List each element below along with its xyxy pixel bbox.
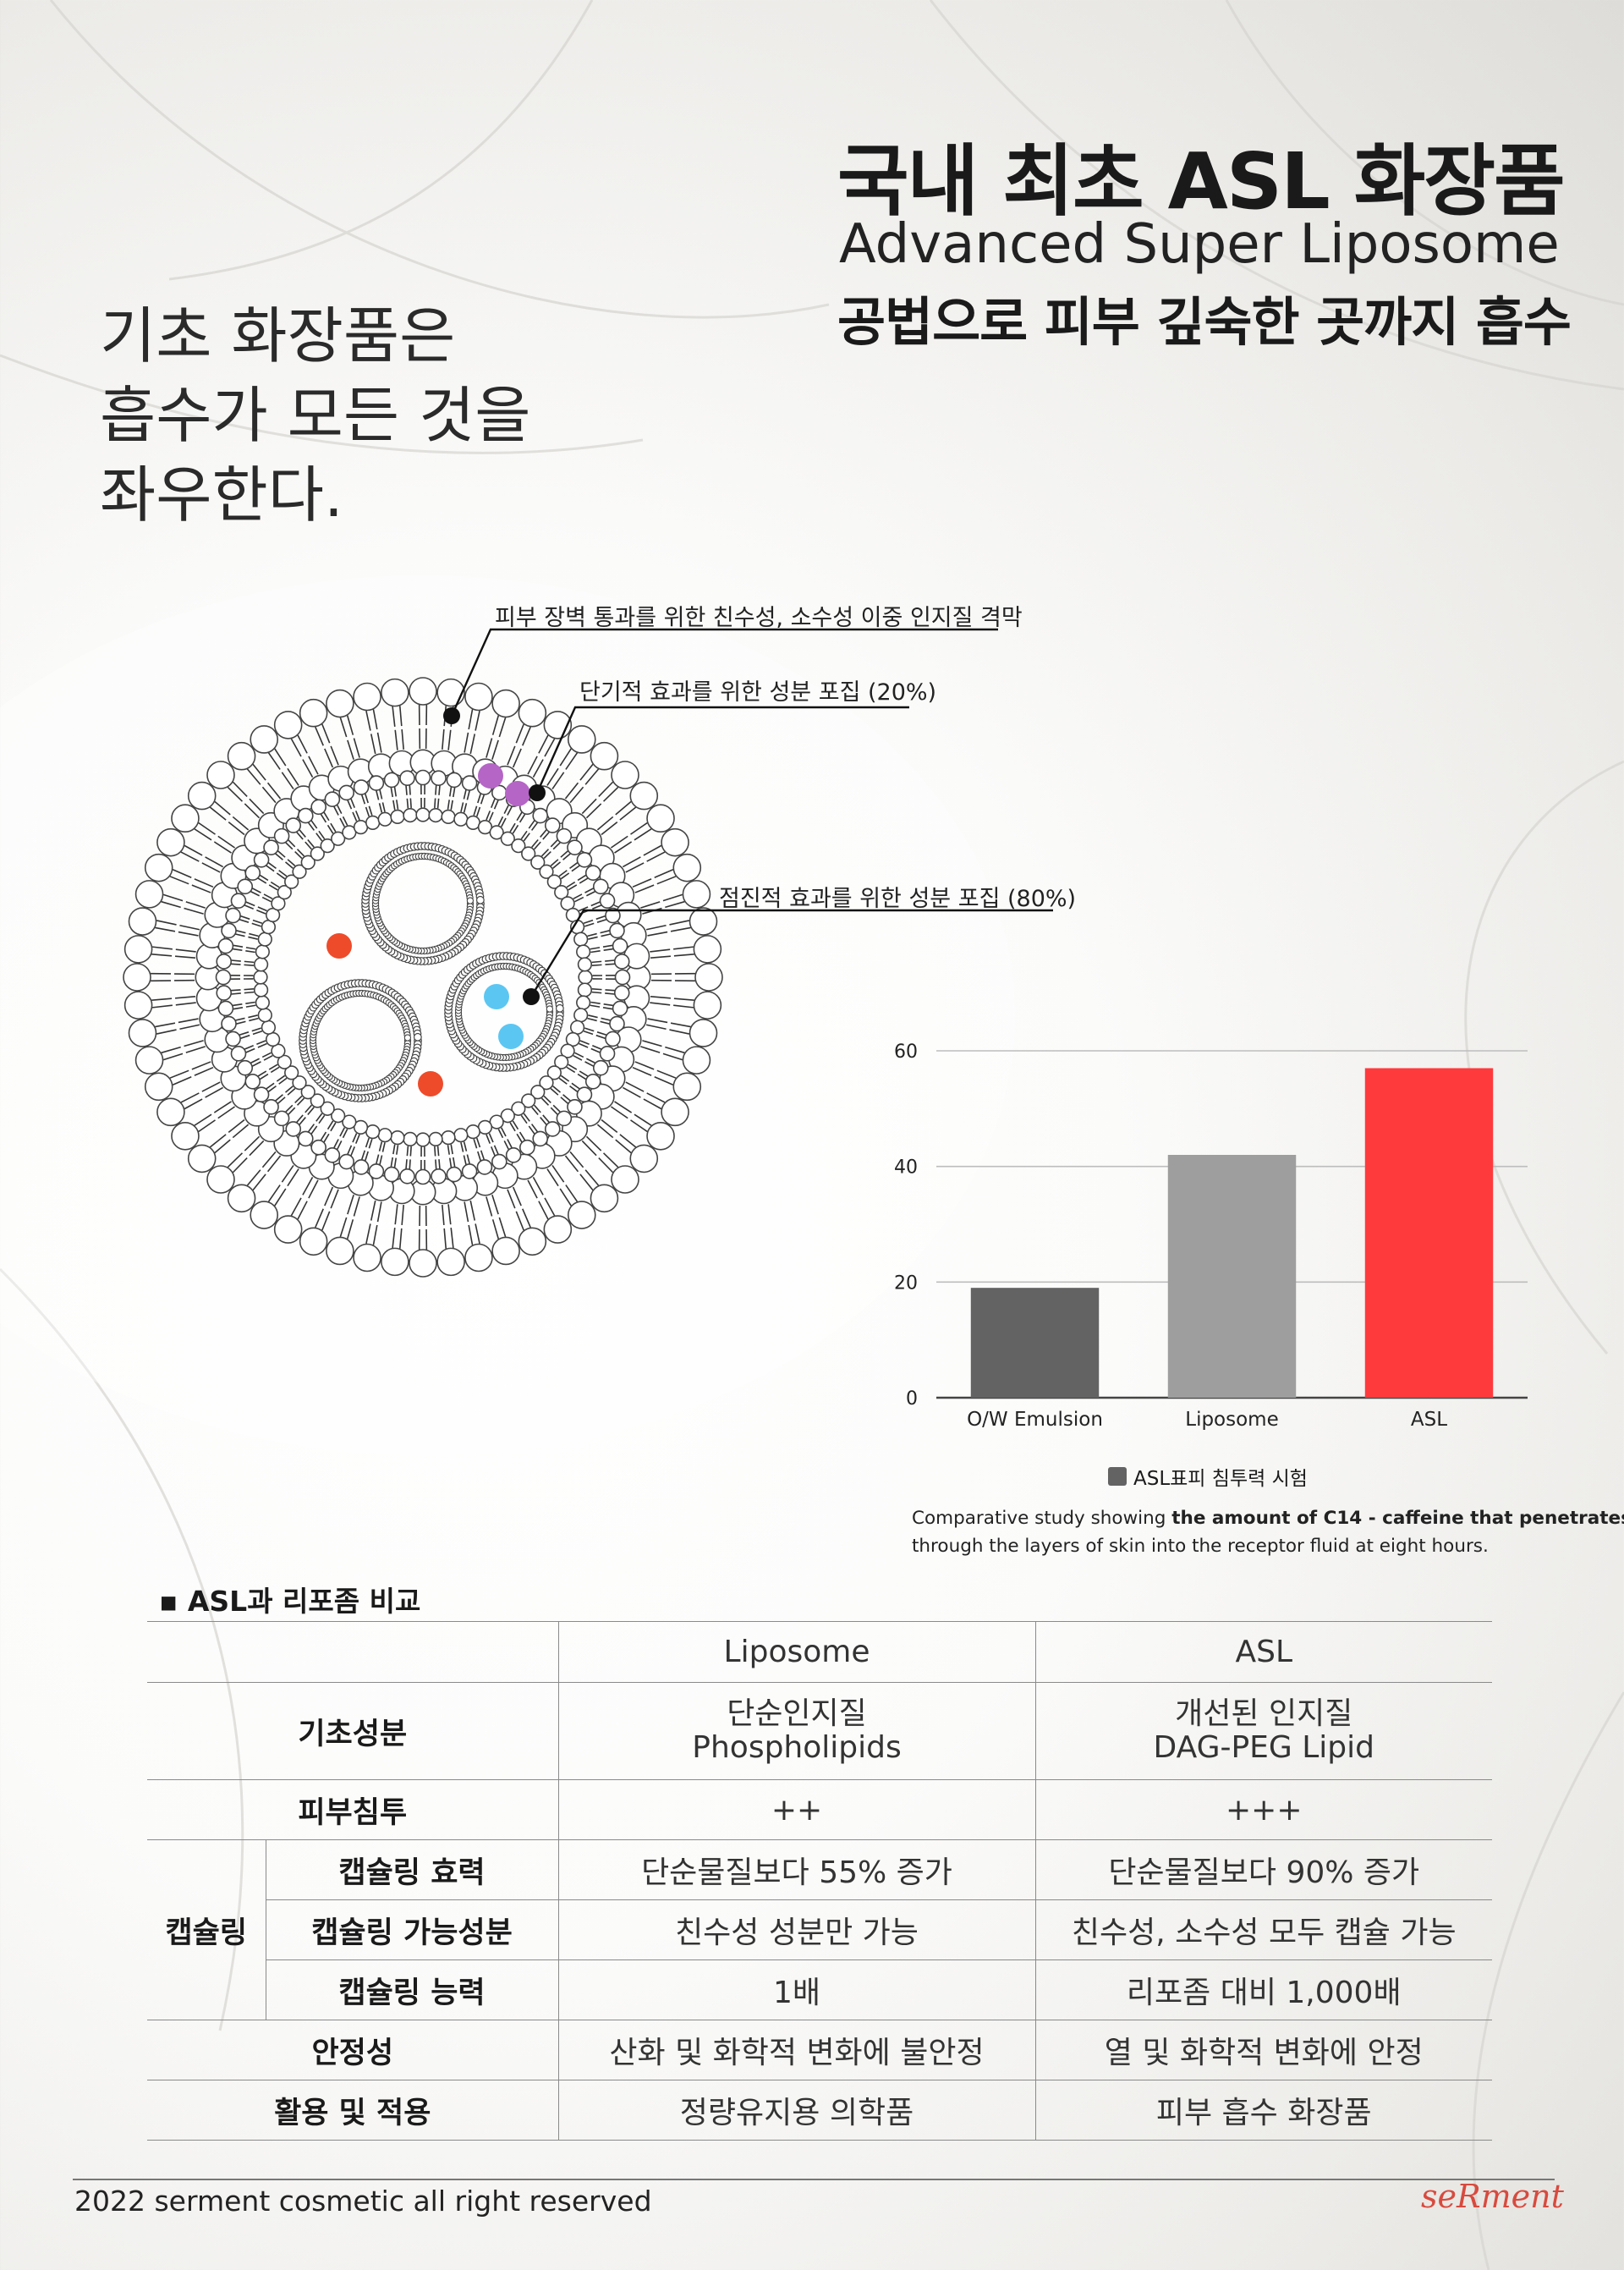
caption-bold: the amount of C14 - caffeine that penetr…	[1171, 1508, 1624, 1529]
lead-line: 좌우한다.	[100, 459, 343, 530]
row-label: 캡슐링 가능성분	[266, 1899, 558, 1960]
table-cell: 산화 및 화학적 변화에 불안정	[557, 2020, 1035, 2080]
table-corner	[147, 1621, 558, 1683]
callout-marker	[443, 707, 460, 724]
table-row: 기초성분 단순인지질 Phospholipids 개선된 인지질 DAG-PEG L…	[147, 1682, 1492, 1780]
cell-line: 개선된 인지질	[1175, 1696, 1353, 1731]
ingredient-dot	[484, 984, 509, 1009]
small-vesicle	[444, 952, 564, 1072]
bar	[1167, 1155, 1297, 1398]
row-group-label: 캡슐링	[147, 1839, 266, 2020]
lead-line: 흡수가 모든 것을	[100, 380, 531, 451]
inner-bilayer	[215, 769, 631, 1185]
footer-divider	[73, 2179, 1555, 2180]
table-cell: 피부 흡수 화장품	[1034, 2080, 1492, 2141]
bar	[1364, 1068, 1494, 1398]
lead-text: 기초 화장품은 흡수가 모든 것을 좌우한다.	[100, 296, 530, 535]
callout-short-term: 단기적 효과를 위한 성분 포집 (20%)	[579, 679, 937, 706]
chart-caption: Comparative study showing the amount of …	[912, 1504, 1624, 1560]
callout-marker	[529, 784, 546, 801]
table-row: 캡슐링 캡슐링 효력 단순물질보다 55% 증가 단순물질보다 90% 증가	[147, 1839, 1492, 2020]
table-cell: 열 및 화학적 변화에 안정	[1034, 2020, 1492, 2080]
table-row: 활용 및 적용 정량유지용 의학품 피부 흡수 화장품	[147, 2080, 1492, 2141]
callout-long-term: 점진적 효과를 위한 성분 포집 (80%)	[719, 886, 1077, 912]
cell-line: Phospholipids	[692, 1730, 902, 1765]
table-cell: 단순인지질 Phospholipids	[557, 1682, 1035, 1780]
table-cell: ++	[557, 1779, 1035, 1840]
table-cell: 친수성, 소수성 모두 캡슐 가능	[1034, 1899, 1492, 1960]
ingredient-dot	[326, 933, 352, 959]
table-row: 캡슐링 능력 1배 리포좀 대비 1,000배	[147, 1959, 1492, 2020]
x-tick-label: Liposome	[1185, 1409, 1279, 1431]
outer-bilayer	[123, 677, 723, 1278]
table-row: 캡슐링 가능성분 친수성 성분만 가능 친수성, 소수성 모두 캡슐 가능	[147, 1899, 1492, 1960]
caption-text-2: through the layers of skin into the rece…	[912, 1536, 1489, 1557]
x-tick-label: O/W Emulsion	[967, 1409, 1103, 1431]
table-cell: +++	[1034, 1779, 1492, 1840]
lead-line: 기초 화장품은	[100, 300, 456, 371]
row-label: 캡슐링 능력	[266, 1959, 558, 2020]
table-cell: 단순물질보다 90% 증가	[1034, 1839, 1492, 1900]
small-vesicle	[361, 842, 485, 965]
y-tick-label: 0	[906, 1388, 918, 1410]
callout-leader-line	[535, 706, 909, 794]
legend-label: ASL표피 침투력 시험	[1133, 1468, 1308, 1490]
row-label: 안정성	[147, 2020, 558, 2080]
y-tick-label: 40	[894, 1157, 918, 1179]
column-header-asl: ASL	[1034, 1621, 1492, 1683]
caption-text: Comparative study showing	[912, 1508, 1172, 1529]
column-header-liposome: Liposome	[557, 1621, 1035, 1683]
penetration-bar-chart: 0 20 40 60 O/W Emulsion Liposome ASL	[894, 1042, 1528, 1431]
y-tick-label: 20	[894, 1272, 918, 1294]
small-vesicle	[299, 979, 422, 1102]
row-label: 캡슐링 효력	[266, 1839, 558, 1900]
callout-marker	[523, 988, 540, 1005]
callout-membrane: 피부 장벽 통과를 위한 친수성, 소수성 이중 인지질 격막	[495, 605, 1023, 631]
table-header-row: Liposome ASL	[147, 1621, 1492, 1683]
row-label: 활용 및 적용	[147, 2080, 558, 2141]
row-label: 기초성분	[147, 1682, 558, 1780]
ingredient-dot	[478, 763, 503, 789]
cell-line: 단순인지질	[727, 1696, 867, 1731]
ingredient-dot	[418, 1071, 443, 1097]
table-row: 피부침투 ++ +++	[147, 1779, 1492, 1840]
comparison-table: Liposome ASL 기초성분 단순인지질 Phospholipids 개선된…	[147, 1621, 1492, 2141]
table-cell: 정량유지용 의학품	[557, 2080, 1035, 2141]
ingredient-dot	[505, 781, 530, 806]
page-title: 국내 최초 ASL 화장품	[837, 136, 1566, 227]
footer-copyright: 2022 serment cosmetic all right reserved	[74, 2185, 652, 2218]
brand-logo: seRment	[1421, 2178, 1564, 2215]
table-cell: 1배	[557, 1959, 1035, 2020]
section-title: ▪ ASL과 리포좀 비교	[159, 1585, 421, 1618]
table-cell: 단순물질보다 55% 증가	[557, 1839, 1035, 1900]
liposome-diagram	[123, 628, 1053, 1278]
table-cell: 개선된 인지질 DAG-PEG Lipid	[1034, 1682, 1492, 1780]
bar	[970, 1288, 1100, 1398]
chart-legend: ASL표피 침투력 시험	[1108, 1462, 1308, 1491]
legend-swatch	[1108, 1467, 1127, 1486]
page-subtitle-2: 공법으로 피부 깊숙한 곳까지 흡수	[837, 291, 1572, 353]
y-tick-label: 60	[894, 1042, 918, 1063]
callout-leader-line	[529, 909, 1053, 998]
table-row: 안정성 산화 및 화학적 변화에 불안정 열 및 화학적 변화에 안정	[147, 2020, 1492, 2080]
ingredient-dot	[498, 1024, 524, 1049]
page-subtitle: Advanced Super Liposome	[839, 213, 1560, 276]
row-label: 피부침투	[147, 1779, 558, 1840]
table-cell: 친수성 성분만 가능	[557, 1899, 1035, 1960]
x-tick-label: ASL	[1411, 1409, 1447, 1431]
cell-line: DAG-PEG Lipid	[1153, 1730, 1375, 1765]
callout-leader-line	[450, 628, 998, 717]
table-cell: 리포좀 대비 1,000배	[1034, 1959, 1492, 2020]
